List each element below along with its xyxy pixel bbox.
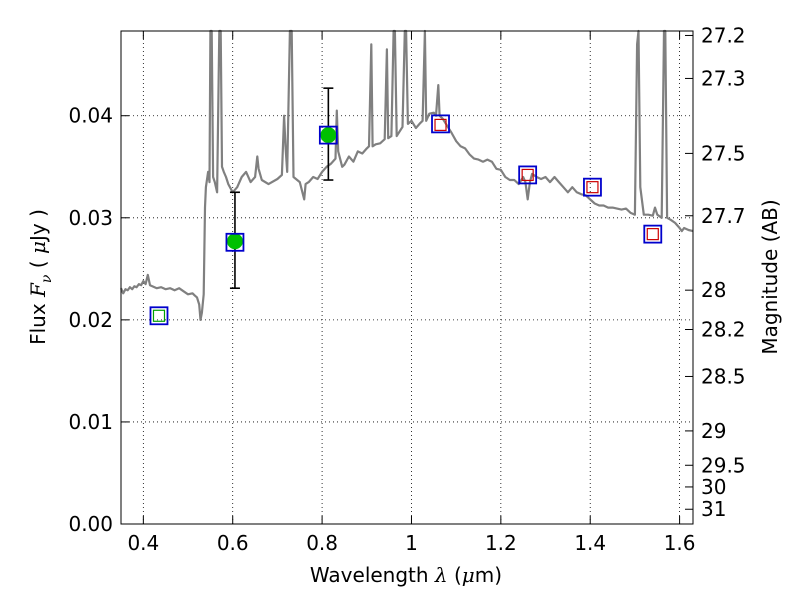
y2-tick-label: 27.3: [701, 66, 746, 90]
x-tick-label: 1.6: [664, 531, 696, 555]
y-axis-label-unit-close: Jy ): [26, 209, 50, 243]
x-tick-label: 1.2: [485, 531, 517, 555]
observed-flux-point: [320, 127, 337, 144]
model-photometry-red-square: [646, 228, 659, 241]
x-axis-label-symbol: λ: [434, 563, 448, 587]
y-tick-label: 0.04: [68, 104, 113, 128]
y-axis-label-prefix: Flux: [26, 297, 50, 345]
plot-frame: [120, 30, 694, 525]
x-tick-label: 0.4: [127, 531, 159, 555]
y2-tick-label: 29.5: [701, 453, 746, 477]
y-axis-label-symbol: F: [26, 282, 50, 298]
y-axis-label: Flux Fν ( μJy ): [26, 209, 55, 345]
y-axis-label-unit-mu: μ: [26, 241, 50, 254]
y2-tick-label: 29: [701, 419, 726, 443]
y2-tick-label: 27.2: [701, 23, 746, 47]
model-photometry-red-square: [434, 118, 447, 132]
model-photometry-blue-square: [318, 125, 338, 145]
model-photometry-blue-square: [149, 306, 169, 326]
y-axis-label-unit-open: (: [26, 254, 50, 275]
observed-flux-point: [226, 233, 243, 250]
ticks: 0.4 0.6 0.8 1 1.2 1.4 1.6 0.00 0.01 0.02 0.03 0.04 2…: [68, 23, 745, 555]
model-photometry-red-square: [586, 181, 599, 194]
model-photometry-blue-square: [518, 165, 538, 185]
y2-tick-label: 28: [701, 278, 726, 302]
x-axis-label-prefix: Wavelength: [310, 563, 435, 587]
x-tick-label: 1.4: [574, 531, 606, 555]
error-bars: [229, 87, 334, 290]
x-axis-label-unit-open: (: [448, 563, 462, 587]
model-spectrum-line: [119, 29, 694, 321]
x-axis-label: Wavelength λ (μm): [310, 563, 502, 587]
y2-axis-label: Magnitude (AB): [758, 199, 782, 354]
y2-tick-label: 27.5: [701, 141, 746, 165]
y-axis-label-subscript: ν: [39, 274, 55, 283]
photometry-markers: [149, 114, 663, 326]
model-photometry-red-square: [521, 168, 534, 182]
model-photometry-blue-square: [431, 114, 450, 134]
model-photometry-blue-square: [583, 177, 602, 197]
y-tick-label: 0.03: [68, 206, 113, 230]
x-tick-label: 1: [405, 531, 418, 555]
x-tick-label: 0.6: [217, 531, 249, 555]
spectrum-layer: [119, 29, 694, 321]
x-axis-label-unit-mu: μ: [462, 563, 475, 587]
x-axis-label-unit-close: m): [475, 563, 502, 587]
x-tick-label: 0.8: [306, 531, 338, 555]
y-tick-label: 0.02: [68, 308, 113, 332]
y2-tick-label: 28.2: [701, 318, 746, 342]
model-photometry-blue-square: [225, 232, 245, 252]
y2-tick-label: 30: [701, 475, 726, 499]
model-photometry-green-square: [152, 309, 166, 322]
y2-tick-label: 31: [701, 497, 726, 521]
model-photometry-blue-square: [643, 224, 663, 244]
y-tick-label: 0.01: [68, 410, 113, 434]
y-tick-label: 0.00: [68, 512, 113, 536]
y2-tick-label: 28.5: [701, 364, 746, 388]
y2-tick-label: 27.7: [701, 204, 746, 228]
